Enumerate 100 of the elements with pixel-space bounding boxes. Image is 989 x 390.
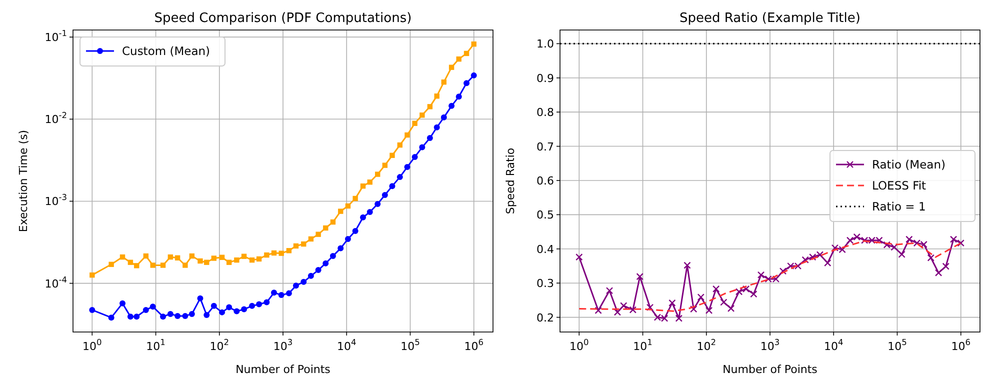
point: [256, 256, 262, 262]
point: [705, 306, 713, 314]
point: [367, 180, 372, 185]
point: [427, 104, 433, 110]
point: [412, 120, 418, 126]
point: [210, 302, 217, 309]
point: [646, 304, 654, 311]
point: [271, 250, 277, 256]
x-tick-label: 10$^{3}$: [273, 337, 293, 353]
point: [382, 192, 388, 198]
point: [338, 245, 344, 252]
point: [211, 256, 216, 261]
x-tick-label: 10$^{6}$: [951, 337, 970, 353]
point: [204, 260, 210, 265]
x-tick-label: 10$^{6}$: [464, 337, 484, 353]
point: [360, 214, 366, 220]
legend-label: Ratio = 1: [872, 200, 926, 214]
point: [779, 268, 787, 275]
point: [286, 290, 292, 296]
point: [668, 299, 676, 307]
point: [360, 183, 366, 189]
point: [390, 152, 395, 158]
point: [256, 301, 262, 308]
point: [160, 314, 166, 320]
point: [174, 255, 180, 260]
point: [934, 269, 942, 276]
point: [464, 80, 470, 86]
point: [219, 254, 225, 260]
point: [308, 272, 314, 279]
point: [434, 124, 440, 130]
point: [316, 232, 321, 237]
point: [167, 310, 174, 317]
point: [720, 298, 728, 306]
legend-label: Ratio (Mean): [872, 158, 946, 172]
point: [957, 239, 964, 247]
y-tick-label: 0.9: [536, 72, 554, 85]
point: [471, 41, 476, 47]
x-tick-label: 10$^{2}$: [210, 337, 230, 353]
y-tick-label: 0.7: [536, 140, 554, 154]
point: [712, 285, 720, 293]
x-tick-label: 10$^{0}$: [570, 337, 589, 353]
point: [420, 112, 425, 118]
point: [330, 253, 336, 260]
point: [174, 312, 181, 319]
point: [697, 294, 704, 301]
point: [456, 56, 462, 62]
point: [757, 271, 765, 278]
y-tick-label: 0.5: [536, 208, 554, 222]
point: [301, 241, 306, 247]
point: [426, 135, 433, 142]
chart-title: Speed Comparison (PDF Computations): [154, 11, 412, 26]
point: [352, 228, 358, 234]
x-tick-label: 10$^{2}$: [696, 337, 716, 353]
point: [271, 290, 277, 296]
point: [278, 250, 284, 256]
point: [470, 72, 477, 78]
point: [241, 254, 247, 259]
point: [226, 260, 232, 265]
point: [204, 312, 210, 318]
point: [249, 302, 256, 309]
point: [382, 162, 388, 168]
point: [412, 154, 418, 160]
point: [344, 236, 351, 242]
point: [352, 196, 358, 202]
point: [441, 79, 446, 85]
point: [389, 183, 396, 190]
y-tick-label: 0.3: [536, 277, 554, 290]
point: [727, 304, 735, 312]
point: [853, 233, 860, 241]
point: [264, 252, 270, 258]
point: [241, 306, 248, 312]
point: [375, 172, 380, 177]
point: [226, 304, 232, 310]
point: [906, 236, 913, 243]
point: [440, 114, 447, 120]
point: [322, 260, 329, 266]
point: [264, 299, 270, 306]
point: [234, 257, 240, 263]
x-tick-label: 10$^{4}$: [336, 337, 356, 353]
point: [396, 174, 403, 180]
chart-title: Speed Ratio (Example Title): [680, 11, 860, 26]
y-tick-label: 10$^{-4}$: [44, 274, 67, 290]
point: [278, 292, 284, 298]
y-tick-label: 10$^{-2}$: [44, 110, 67, 126]
point: [448, 64, 454, 70]
x-tick-label: 10$^{1}$: [633, 337, 652, 353]
point: [927, 254, 934, 262]
point: [942, 262, 950, 270]
y-tick-label: 0.6: [536, 174, 554, 188]
x-tick-label: 10$^{5}$: [400, 337, 420, 353]
point: [286, 248, 292, 254]
x-axis-title: Number of Points: [722, 363, 818, 376]
y-tick-label: 10$^{-1}$: [44, 28, 67, 44]
point: [292, 282, 299, 289]
y-tick-label: 0.2: [536, 311, 554, 324]
point: [419, 144, 426, 150]
point: [198, 258, 203, 264]
point: [434, 93, 440, 99]
point: [675, 314, 683, 322]
point: [182, 262, 188, 268]
